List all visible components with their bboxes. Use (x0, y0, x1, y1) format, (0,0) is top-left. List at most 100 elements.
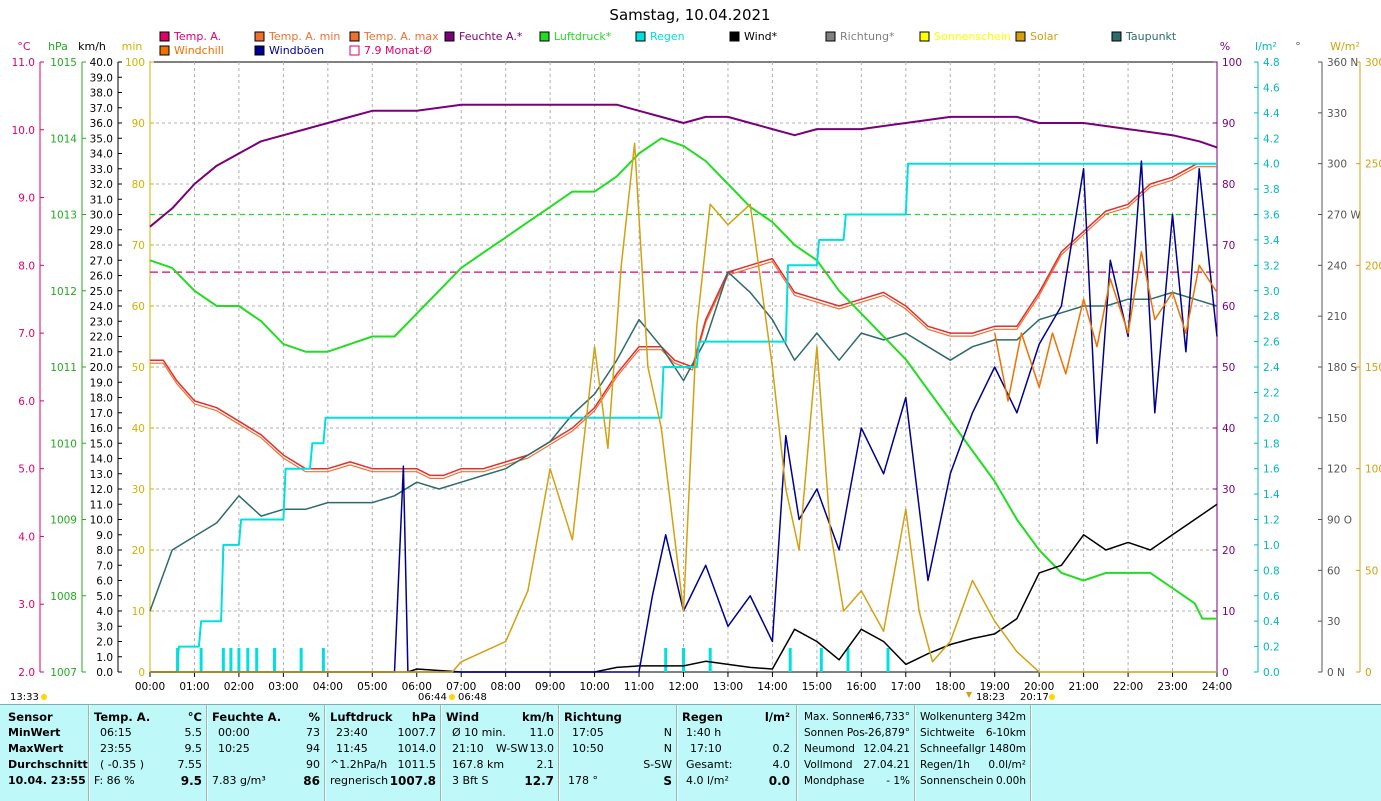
wind-axis-tick-label: 7.0 (96, 560, 113, 572)
label-current: 10.04. 23:55 (8, 774, 86, 787)
axis-units: °C hPa km/h min% l/m² ° W/m² (17, 40, 1359, 53)
wind-mean-value: 2.1 (536, 758, 555, 771)
sonne-value-3: 27.04.21 (863, 759, 910, 771)
regen-unit: l/m² (764, 710, 790, 724)
temp-header: Temp. A. (94, 710, 151, 724)
wolken-value-3: 0.0l/m² (988, 759, 1026, 771)
richtung-min-time: 17:05 (572, 726, 604, 739)
temp-axis-tick-label: 6.0 (18, 396, 35, 408)
minutes-axis-tick-label: 50 (132, 362, 145, 374)
temp-trend: ( -0.35 ) (100, 758, 145, 771)
time-tick-label: 10:00 (579, 681, 609, 693)
direction-axis-tick-label: 240 (1327, 260, 1347, 272)
time-tick-label: 22:00 (1113, 681, 1143, 693)
feuchte-header: Feuchte A. (212, 710, 282, 724)
temp-axis-tick-label: 2.0 (18, 667, 35, 679)
wolken-value-1: 6-10km (985, 727, 1026, 739)
luftdruck-unit: hPa (411, 710, 436, 724)
humidity-axis-tick-label: 20 (1222, 545, 1235, 557)
series-temp-a (150, 162, 1217, 477)
legend-label: Windböen (269, 44, 324, 57)
luftdruck-min-value: 1007.7 (397, 726, 437, 739)
sensor-column: Sensor MinWert MaxWert Durchschnitt 10.0… (0, 705, 88, 801)
feuchte-avg-value: 90 (306, 758, 320, 771)
sensor-header: Sensor (8, 710, 53, 724)
temp-unit: °C (17, 40, 31, 53)
wind-axis-tick-label: 14.0 (90, 454, 113, 466)
culmination-label: 18:23 (976, 692, 1005, 703)
luftdruck-max-time: 11:45 (336, 742, 368, 755)
axes: 00:00 01:00 02:00 03:00 04:00 05:00 06:00 07:00… (12, 57, 1381, 693)
rain-axis-tick-label: 4.0 (1263, 159, 1280, 171)
direction-axis-tick-label: 60 (1327, 565, 1340, 577)
time-tick-label: 03:00 (268, 681, 298, 693)
wind-axis-tick-label: 26.0 (90, 271, 113, 283)
time-tick-label: 07:00 (446, 681, 476, 693)
time-tick-label: 23:00 (1157, 681, 1187, 693)
richtung-max-value: N (663, 742, 672, 755)
direction-axis-tick-label: 330 (1327, 108, 1347, 120)
solar-axis-tick-label: 200 (1365, 260, 1381, 272)
richtung-avg-value: S-SW (643, 758, 672, 771)
wolken-value-4: 0.00h (995, 775, 1026, 787)
luftdruck-trend: ^1.2hPa/h (330, 758, 388, 771)
legend-swatch (1015, 31, 1026, 42)
wind-axis-tick-label: 9.0 (96, 530, 113, 542)
minutes-axis-tick-label: 60 (132, 301, 145, 313)
sunset-icon (1049, 694, 1055, 700)
time-tick-label: 08:00 (491, 681, 521, 693)
pressure-axis-tick-label: 1010 (50, 438, 77, 450)
rain-axis-tick-label: 2.0 (1263, 413, 1280, 425)
sonne-label-4: Mondphase (804, 775, 865, 787)
wind-max-dir: W-SW (496, 742, 529, 755)
legend-label: Richtung* (840, 30, 895, 43)
minutes-axis-tick-label: 70 (132, 240, 145, 252)
direction-axis-tick-label: 300 (1327, 159, 1347, 171)
sonne-label-0: Max. Sonnen (804, 711, 872, 723)
minutes-axis-tick-label: 30 (132, 484, 145, 496)
rain-axis-tick-label: 4.8 (1263, 57, 1280, 69)
temp-min-time: 06:15 (100, 726, 132, 739)
solar-axis-tick-label: 0 (1365, 667, 1372, 679)
chart-title: Samstag, 10.04.2021 (609, 6, 770, 24)
legend-label: Solar (1030, 30, 1059, 43)
temp-axis-tick-label: 3.0 (18, 599, 35, 611)
legend-swatch (539, 31, 550, 42)
wind-column: Wind km/h Ø 10 min. 11.0 21:10 W-SW 13.0 167… (442, 705, 558, 801)
wind-axis-tick-label: 40.0 (90, 57, 113, 69)
feuchte-max-value: 94 (306, 742, 320, 755)
rain-unit: l/m² (1255, 40, 1277, 53)
wind-axis-tick-label: 21.0 (90, 347, 113, 359)
time-tick-label: 00:00 (135, 681, 165, 693)
wind-avg-value: 11.0 (529, 726, 555, 739)
time-tick-label: 20:00 (1024, 681, 1054, 693)
temp-feel: F: 86 % (94, 774, 135, 787)
temp-avg-value: 7.55 (177, 758, 203, 771)
time-tick-label: 05:00 (357, 681, 387, 693)
humidity-axis-tick-label: 0 (1222, 667, 1229, 679)
time-tick-label: 11:00 (624, 681, 654, 693)
feuchte-max-time: 10:25 (218, 742, 250, 755)
wind-axis-tick-label: 29.0 (90, 225, 113, 237)
regen-current-value: 0.0 (768, 774, 790, 788)
humidity-axis-tick-label: 30 (1222, 484, 1235, 496)
temp-axis-tick-label: 4.0 (18, 531, 35, 543)
feuchte-current-value: 86 (303, 774, 320, 788)
pressure-axis-tick-label: 1015 (50, 57, 77, 69)
pressure-axis-tick-label: 1009 (50, 515, 77, 527)
rain-axis-tick-label: 4.4 (1263, 108, 1280, 120)
wolken-label-4: Sonnenschein (920, 775, 994, 787)
wind-axis-tick-label: 1.0 (96, 652, 113, 664)
feuchte-unit: % (308, 710, 320, 724)
luftdruck-column: Luftdruck hPa 23:40 1007.7 11:45 1014.0 ^1.… (326, 705, 440, 801)
time-tick-label: 19:00 (980, 681, 1010, 693)
legend-label: Regen (650, 30, 685, 43)
regen-duration: 1:40 h (686, 726, 722, 739)
legend: Temp. A. Temp. A. min Temp. A. max Feuchte … (159, 30, 1177, 57)
rain-axis-tick-label: 4.2 (1263, 133, 1280, 145)
legend-swatch (159, 45, 170, 56)
wind-axis-tick-label: 33.0 (90, 164, 113, 176)
direction-axis-tick-label: 120 (1327, 464, 1347, 476)
direction-axis-tick-label: 180 S (1327, 362, 1357, 374)
temp-max-time: 23:55 (100, 742, 132, 755)
